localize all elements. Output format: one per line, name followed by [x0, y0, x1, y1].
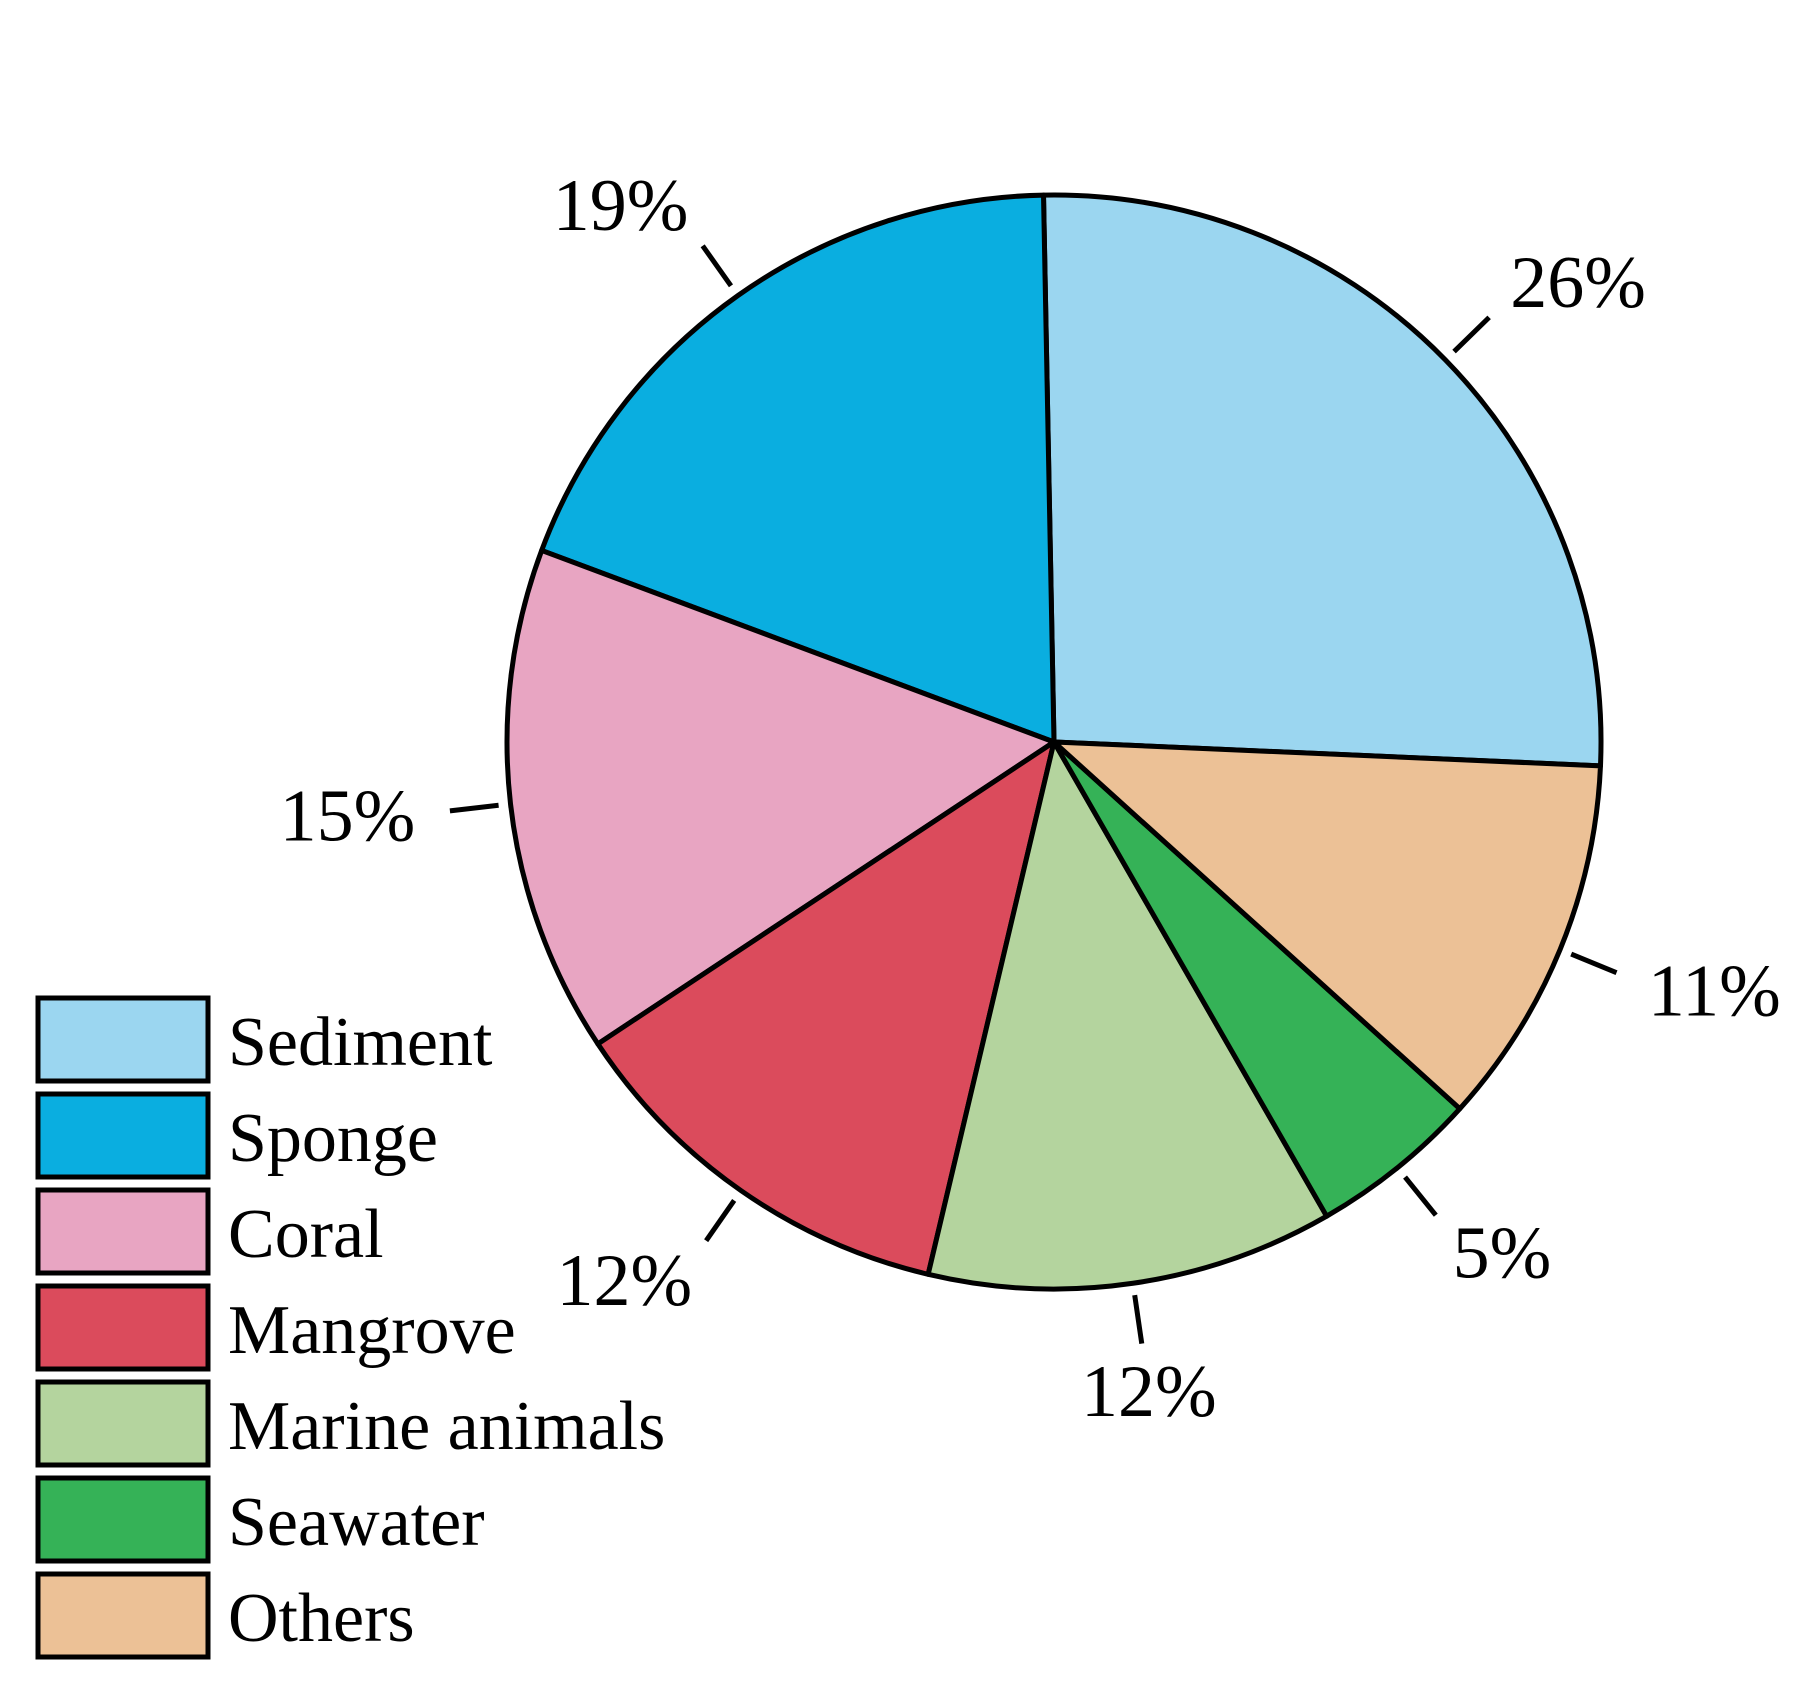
leader-lines [449, 244, 1618, 1344]
percent-label-marine-animals: 12% [1081, 1351, 1217, 1433]
pie-slice-seawater [1051, 739, 1463, 1219]
legend-label-others: Others [228, 1580, 415, 1657]
legend-label-seawater: Seawater [228, 1484, 485, 1561]
leader-line-sediment [1452, 315, 1491, 354]
legend-swatch-sediment [35, 995, 211, 1084]
percent-label-sediment: 26% [1510, 242, 1646, 324]
leader-line-seawater [1403, 1175, 1438, 1217]
leader-line-mangrove [704, 1199, 737, 1243]
pie-slice-sponge [539, 192, 1057, 745]
legend-label-sediment: Sediment [228, 1004, 493, 1081]
pie-slice-others [1051, 739, 1603, 1112]
legend-label-sponge: Sponge [228, 1100, 438, 1177]
pie-slice-sediment [1041, 192, 1604, 769]
percent-label-sponge: 19% [553, 165, 689, 247]
legend-swatch-marine-animals [35, 1379, 211, 1468]
legend-swatch-mangrove [35, 1283, 211, 1372]
leader-line-marine-animals [1132, 1294, 1145, 1344]
percent-labels: 26% 19% 15% 12% 12% 5% 11% [280, 165, 1781, 1433]
legend-label-coral: Coral [228, 1196, 384, 1273]
pie-slice-marine-animals [925, 739, 1330, 1292]
leader-line-coral [449, 802, 499, 814]
leader-line-others [1570, 951, 1618, 976]
percent-label-others: 11% [1648, 950, 1781, 1032]
legend: Sediment Sponge Coral Mangrove Marine animal… [35, 995, 665, 1660]
percent-label-seawater: 5% [1453, 1212, 1552, 1294]
legend-swatch-seawater [35, 1475, 211, 1564]
percent-label-coral: 15% [280, 775, 416, 857]
pie-slice-coral [504, 547, 1057, 1047]
percent-label-mangrove: 12% [556, 1240, 692, 1322]
leader-line-sponge [700, 244, 734, 288]
pie-slice-mangrove [595, 739, 1057, 1277]
pie-slices [504, 192, 1604, 1292]
legend-swatch-coral [35, 1187, 211, 1276]
legend-swatch-sponge [35, 1091, 211, 1180]
legend-swatch-others [35, 1571, 211, 1660]
legend-label-mangrove: Mangrove [228, 1292, 516, 1369]
legend-label-marine-animals: Marine animals [228, 1388, 665, 1465]
